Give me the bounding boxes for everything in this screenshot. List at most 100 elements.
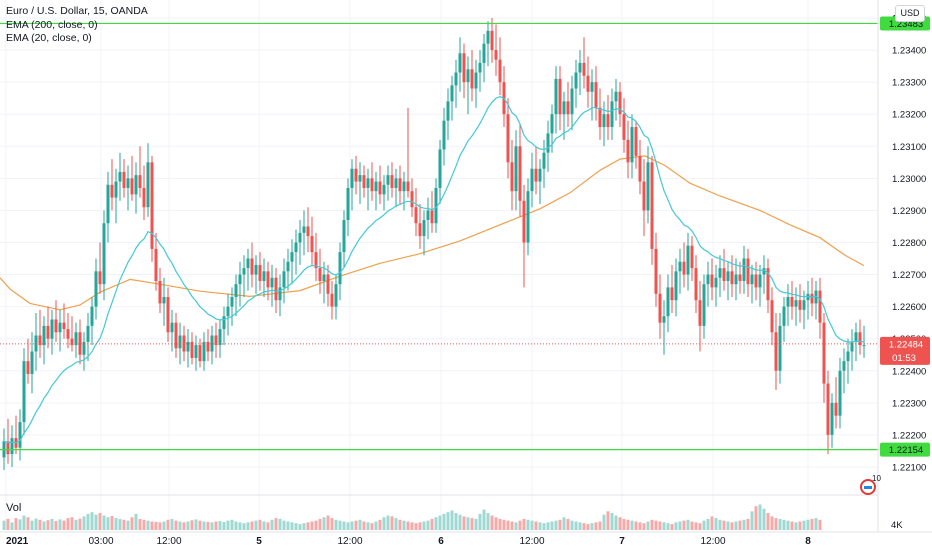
candle bbox=[206, 329, 210, 362]
flag-event-icon[interactable] bbox=[860, 479, 876, 495]
volume-bar bbox=[66, 518, 70, 530]
candle bbox=[262, 258, 266, 297]
candle-body bbox=[714, 277, 718, 288]
candle-body bbox=[326, 274, 330, 294]
candle-body bbox=[678, 261, 682, 272]
candle bbox=[422, 210, 426, 256]
candle-body bbox=[266, 271, 270, 288]
candle-body bbox=[278, 287, 282, 301]
candle bbox=[34, 313, 38, 371]
volume-bar bbox=[590, 523, 594, 530]
candle bbox=[618, 82, 622, 128]
volume-bar bbox=[286, 521, 290, 530]
volume-bar bbox=[462, 516, 466, 530]
candle bbox=[386, 165, 390, 201]
candle bbox=[486, 21, 490, 67]
candle bbox=[382, 175, 386, 211]
candle bbox=[850, 329, 854, 371]
volume-bar bbox=[6, 518, 10, 530]
candle bbox=[142, 165, 146, 221]
volume-bar bbox=[546, 522, 550, 530]
candle-body bbox=[342, 220, 346, 253]
volume-bar bbox=[238, 522, 242, 530]
volume-label[interactable]: Vol bbox=[6, 502, 22, 514]
volume-bar bbox=[90, 512, 94, 530]
volume-bar bbox=[38, 519, 42, 530]
candle-body bbox=[530, 168, 534, 192]
candle-body bbox=[562, 101, 566, 115]
volume-bar bbox=[578, 522, 582, 530]
candle-body bbox=[666, 287, 670, 317]
candle bbox=[134, 162, 138, 214]
volume-bar bbox=[430, 518, 434, 530]
candle bbox=[374, 171, 378, 211]
candle-body bbox=[670, 287, 674, 301]
volume-bar bbox=[14, 518, 18, 530]
candle-body bbox=[610, 101, 614, 128]
candle-body bbox=[450, 85, 454, 102]
candle-body bbox=[642, 181, 646, 211]
candle bbox=[46, 306, 50, 349]
candle-body bbox=[390, 175, 394, 188]
candle bbox=[50, 309, 54, 355]
candle bbox=[734, 258, 738, 301]
candle bbox=[566, 82, 570, 128]
candle-body bbox=[310, 236, 314, 253]
candle-body bbox=[134, 175, 138, 195]
volume-bar bbox=[106, 517, 110, 530]
volume-bar bbox=[102, 515, 106, 530]
volume-bar bbox=[802, 520, 806, 530]
candle-body bbox=[494, 50, 498, 60]
volume-bar bbox=[758, 504, 762, 530]
x-tick-label: 8 bbox=[805, 536, 811, 547]
resistance-price-label: 1.23483 bbox=[889, 19, 923, 30]
currency-badge[interactable]: USD bbox=[895, 5, 925, 22]
legend-symbol[interactable]: Euro / U.S. Dollar, 15, OANDA bbox=[6, 5, 148, 17]
candle bbox=[750, 264, 754, 304]
volume-bar bbox=[690, 521, 694, 530]
candle-body bbox=[350, 168, 354, 188]
candle bbox=[682, 242, 686, 288]
volume-bar bbox=[370, 523, 374, 530]
candle bbox=[738, 261, 742, 294]
candle bbox=[302, 210, 306, 256]
candle bbox=[254, 255, 258, 294]
candle-body bbox=[274, 277, 278, 301]
candle-body bbox=[862, 345, 866, 347]
candle bbox=[858, 319, 862, 355]
candle-body bbox=[374, 181, 378, 192]
legend-ema20[interactable]: EMA (20, close, 0) bbox=[6, 32, 92, 44]
volume-bar bbox=[754, 506, 758, 530]
candle bbox=[294, 229, 298, 275]
candle-body bbox=[254, 264, 258, 275]
candle bbox=[30, 332, 34, 394]
candle bbox=[318, 248, 322, 294]
candle-body bbox=[314, 252, 318, 269]
candle-body bbox=[662, 316, 666, 323]
candle-body bbox=[618, 91, 622, 115]
candle bbox=[790, 280, 794, 320]
candle bbox=[154, 232, 158, 291]
candle-body bbox=[522, 200, 526, 243]
volume-bar bbox=[486, 513, 490, 530]
candle-body bbox=[570, 88, 574, 115]
volume-bar bbox=[566, 518, 570, 530]
legend-ema200[interactable]: EMA (200, close, 0) bbox=[6, 18, 98, 31]
candle-body bbox=[614, 91, 618, 102]
candle bbox=[158, 268, 162, 314]
x-tick-label: 5 bbox=[256, 536, 262, 547]
current-price-tag-bg bbox=[880, 336, 930, 365]
candle-body bbox=[370, 178, 374, 192]
volume-bar bbox=[74, 519, 78, 530]
candle-body bbox=[702, 284, 706, 326]
candle bbox=[370, 162, 374, 201]
candle-body bbox=[674, 271, 678, 301]
candle bbox=[214, 322, 218, 358]
candle bbox=[98, 242, 102, 294]
candle-body bbox=[718, 268, 722, 278]
candle bbox=[626, 120, 630, 179]
candle-body bbox=[366, 178, 370, 188]
volume-bar bbox=[798, 521, 802, 530]
